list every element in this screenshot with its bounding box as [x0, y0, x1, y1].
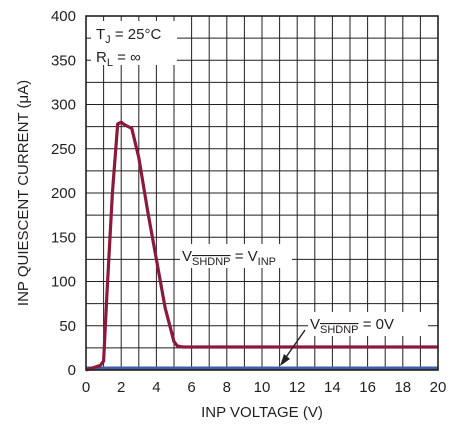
y-tick-label: 100 — [51, 274, 76, 291]
x-tick-label: 18 — [394, 379, 411, 396]
y-tick-label: 400 — [51, 8, 76, 25]
conditions-box-mask — [91, 21, 177, 65]
series-label-1: VSHDNP = VINP — [182, 248, 276, 268]
series-label-2-arrow — [280, 329, 306, 366]
y-tick-labels: 0 50 100 150 200 250 300 350 400 — [51, 8, 76, 379]
x-tick-label: 20 — [430, 379, 447, 396]
x-tick-label: 6 — [187, 379, 195, 396]
y-tick-label: 250 — [51, 141, 76, 158]
x-tick-label: 4 — [152, 379, 160, 396]
y-tick-label: 350 — [51, 52, 76, 69]
series-label-2-mask — [308, 312, 428, 336]
series-line-shdnp-vinp — [85, 120, 438, 372]
x-tick-label: 2 — [117, 379, 125, 396]
x-tick-label: 12 — [289, 379, 306, 396]
y-tick-label: 150 — [51, 229, 76, 246]
y-tick-label: 300 — [51, 97, 76, 114]
x-tick-label: 0 — [82, 379, 90, 396]
plot-frame — [85, 15, 439, 371]
x-axis-title: INP VOLTAGE (V) — [201, 404, 323, 421]
y-tick-label: 50 — [59, 318, 76, 335]
y-tick-label: 0 — [68, 362, 76, 379]
y-axis-title: INP QUIESCENT CURRENT (μA) — [15, 80, 32, 306]
condition-rl: RL = ∞ — [96, 49, 141, 69]
condition-tj: TJ = 25°C — [96, 26, 161, 46]
x-tick-label: 10 — [254, 379, 271, 396]
y-tick-label: 200 — [51, 185, 76, 202]
series-label-2: VSHDNP = 0V — [310, 316, 394, 336]
x-tick-label: 14 — [324, 379, 341, 396]
series-layer — [85, 120, 438, 372]
x-tick-labels: 0 2 4 6 8 10 12 14 16 18 20 — [82, 379, 447, 396]
x-tick-label: 16 — [359, 379, 376, 396]
x-tick-label: 8 — [223, 379, 231, 396]
series-label-1-mask — [180, 244, 292, 268]
